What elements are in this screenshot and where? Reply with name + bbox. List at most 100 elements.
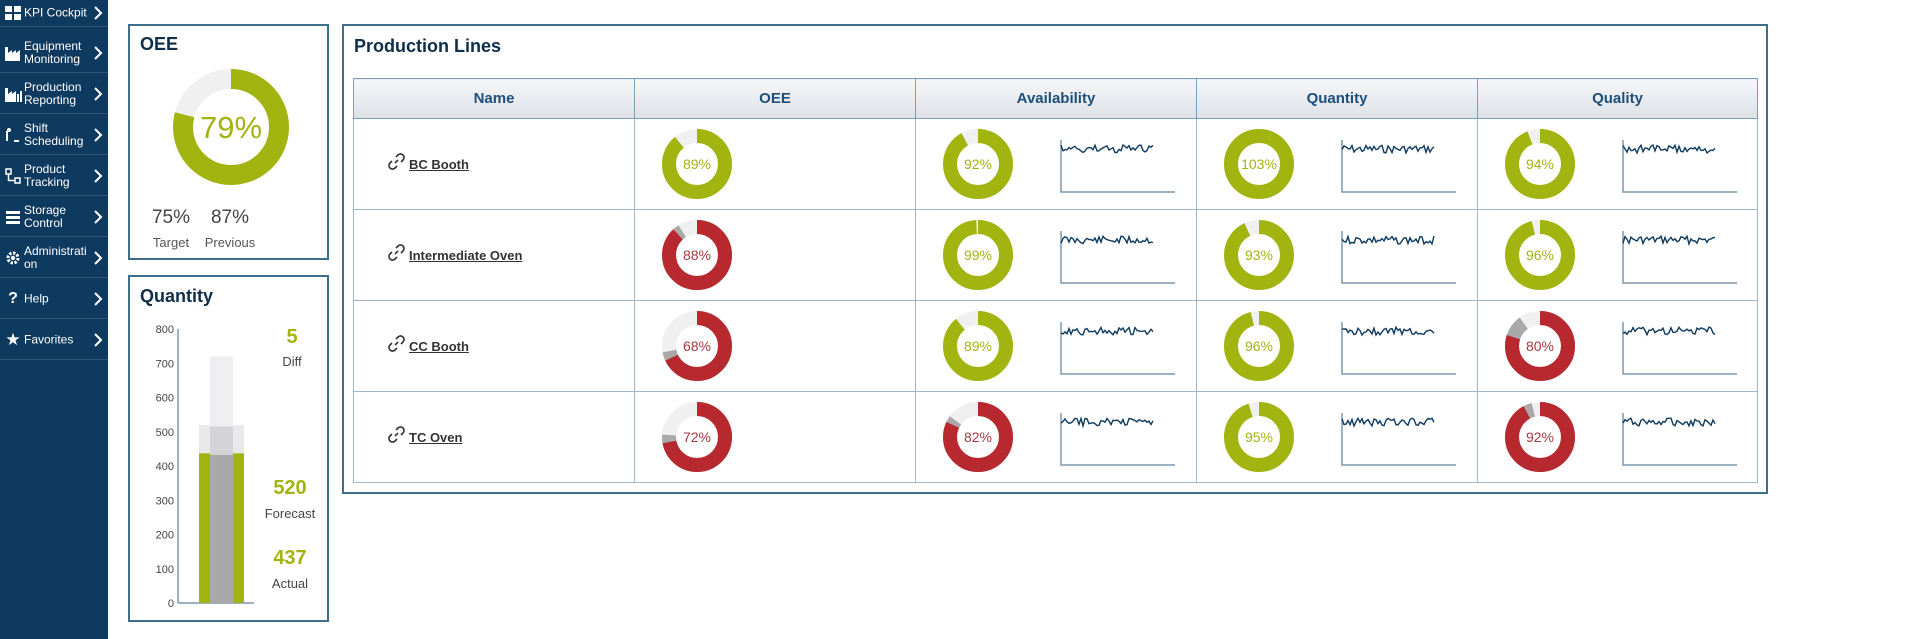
donut-value-label: 93% [1245,247,1273,263]
availability-cell: 89% [915,300,1197,392]
donut-value-arc [1505,402,1575,472]
oee-panel: OEE 79% 75% Target 87% Previous [128,24,329,260]
donut-value-arc [943,402,1013,472]
quantity-axis-tick-label: 100 [156,564,174,576]
trend-sparkline [1060,231,1175,284]
nav-favorites[interactable]: ★ Favorites [0,320,108,360]
column-header-quantity[interactable]: Quantity [1196,78,1478,119]
nav-help[interactable]: ? Help [0,279,108,319]
nav-kpi-cockpit-label: KPI Cockpit [24,5,87,20]
donut-value-label: 72% [683,429,711,445]
quantity-axis-tick-label: 500 [156,427,174,439]
line-name-link[interactable]: CC Booth [409,338,469,354]
oee-target-label: Target [152,235,190,250]
chevron-right-icon [94,168,103,183]
donut-value-label: 89% [964,338,992,354]
oee-donut-chart: 79% [173,69,289,185]
line-name-cell: CC Booth [353,300,635,392]
line-name-wrapper: Intermediate Oven [388,244,522,266]
quantity-cell: 95% [1196,391,1478,483]
production-lines-table: Name OEE Availability Quantity Quality B… [353,78,1758,483]
trend-sparkline [1341,140,1456,193]
link-icon[interactable] [388,244,405,266]
donut-value-arc [1224,220,1294,290]
quantity-donut: 96% [1224,311,1294,381]
nav-equipment-monitoring[interactable]: Equipment Monitoring [0,33,108,73]
quality-donut: 92% [1505,402,1575,472]
oee-cell: 89% [634,118,916,210]
line-name-link[interactable]: BC Booth [409,156,469,172]
donut-value-arc [1224,311,1294,381]
nav-kpi-cockpit[interactable]: KPI Cockpit [0,0,108,27]
oee-panel-title: OEE [140,34,179,54]
trend-sparkline [1060,413,1175,466]
donut-value-label: 99% [964,247,992,263]
nav-product-tracking[interactable]: Product Tracking [0,156,108,196]
availability-donut: 99% [943,220,1013,290]
sparkline-series [1060,234,1154,245]
nav-product-tracking-label: Product Tracking [24,161,70,189]
donut-value-arc [943,220,1013,290]
grid-icon [4,4,22,22]
sparkline-axis [1622,140,1737,193]
nav-equipment-monitoring-label: Equipment Monitoring [24,38,82,66]
oee-donut: 72% [662,402,732,472]
availability-cell: 82% [915,391,1197,483]
sparkline-axis [1060,413,1175,466]
sparkline-axis [1060,231,1175,284]
sparkline-series [1060,143,1154,154]
quality-cell: 92% [1477,391,1758,483]
nav-production-reporting[interactable]: Production Reporting [0,74,108,114]
quantity-bullet-chart: 800 700 600 500 400 300 200 100 0 [156,324,254,610]
sparkline-series [1341,325,1435,337]
nav-administration[interactable]: Administration [0,238,108,278]
nav-shift-scheduling-label: Shift Scheduling [24,120,84,148]
link-icon[interactable] [388,153,405,175]
column-header-oee[interactable]: OEE [634,78,916,119]
nav-production-reporting-label: Production Reporting [24,79,82,107]
quality-donut: 94% [1505,129,1575,199]
sparkline-axis [1060,322,1175,375]
sparkline-series [1341,416,1435,428]
line-name-link[interactable]: TC Oven [409,429,463,445]
factory-icon [4,44,22,62]
quantity-diff-value: 5 [286,326,298,348]
quantity-axis-tick-label: 800 [156,324,174,336]
line-name-link[interactable]: Intermediate Oven [409,247,523,263]
donut-value-label: 89% [683,156,711,172]
donut-value-label: 92% [964,156,992,172]
quantity-axis-tick-label: 700 [156,358,174,370]
donut-value-label: 94% [1526,156,1554,172]
sparkline-series [1622,325,1716,337]
link-icon[interactable] [388,335,405,357]
nav-administration-label: Administration [24,243,87,271]
sparkline-axis [1341,231,1456,284]
quantity-actual-value: 437 [273,547,307,569]
donut-value-arc [662,311,732,381]
quantity-panel-title: Quantity [140,286,214,306]
sparkline-series [1060,416,1154,429]
quality-donut: 96% [1505,220,1575,290]
sparkline-series [1341,234,1435,246]
column-header-name[interactable]: Name [353,78,635,119]
trend-sparkline [1060,140,1175,193]
trend-sparkline [1622,231,1737,284]
column-header-availability[interactable]: Availability [915,78,1197,119]
availability-cell: 99% [915,209,1197,301]
quantity-axis-tick-label: 200 [156,530,174,542]
quality-cell: 96% [1477,209,1758,301]
nav-favorites-label: Favorites [24,332,74,346]
quantity-donut: 103% [1224,129,1294,199]
table-row: BC Booth 89% 92% 103% 94% [353,118,1758,210]
link-icon[interactable] [388,426,405,448]
oee-donut-arc [173,69,289,185]
donut-value-arc [1224,129,1294,199]
question-icon: ? [8,289,18,307]
oee-target-value: 75% [151,207,191,228]
column-header-quality[interactable]: Quality [1477,78,1758,119]
sparkline-axis [1622,231,1737,284]
sparkline-axis [1341,322,1456,375]
nav-shift-scheduling[interactable]: Shift Scheduling [0,115,108,155]
nav-storage-control[interactable]: Storage Control [0,197,108,237]
trend-sparkline [1622,413,1737,466]
